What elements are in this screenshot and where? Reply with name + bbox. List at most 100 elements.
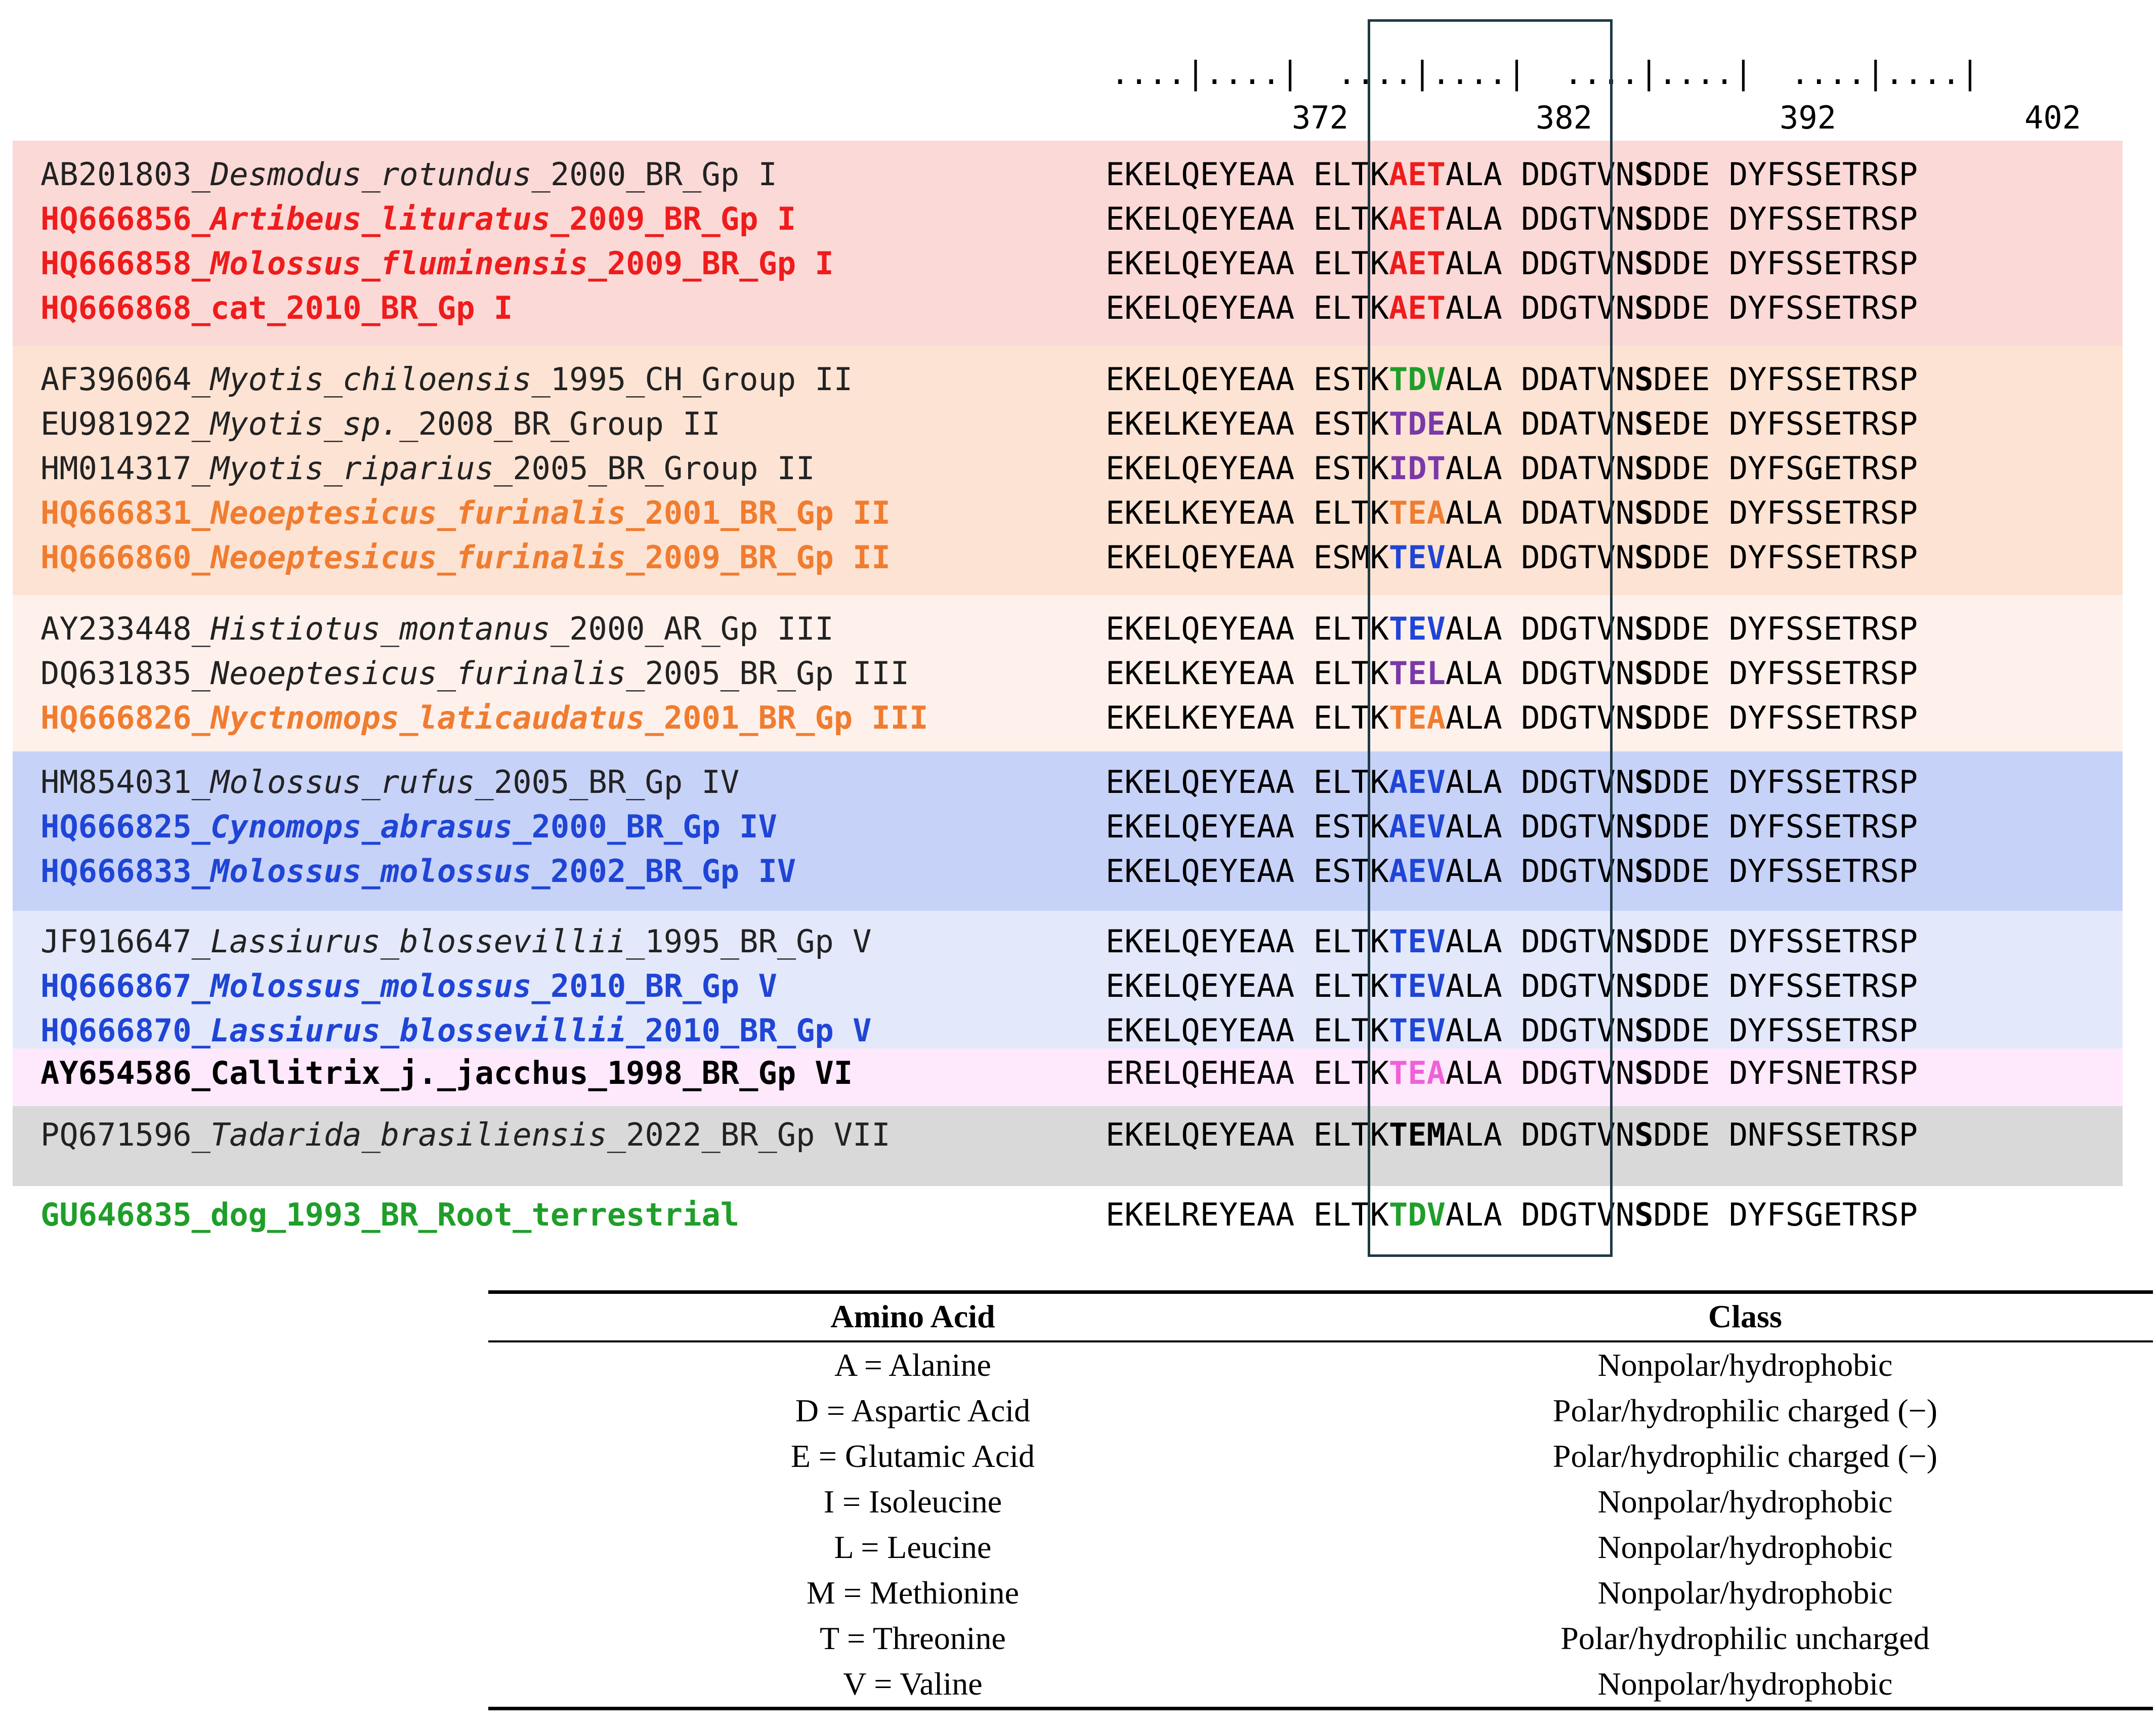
sequence-segment: EKELQEYEAA ELTK	[1106, 1116, 1389, 1153]
sequence-segment: DDE DYFSSETRSP	[1653, 200, 1918, 237]
sequence-segment: EKELQEYEAA ELTK	[1106, 200, 1389, 237]
sequence-segment: DDE DYFSSETRSP	[1653, 764, 1918, 801]
table-row: A = Alanine Nonpolar/hydrophobic	[488, 1341, 2153, 1388]
sequence-segment: TEV	[1388, 967, 1446, 1004]
sequence-row: GU646835_dog_1993_BR_Root_terrestrial EKE…	[13, 1196, 2123, 1241]
strain-suffix-text: _2022_BR_Gp VII	[607, 1116, 891, 1153]
sequence-segment: DDE DYFSGETRSP	[1653, 450, 1918, 487]
accession-text: AF396064_	[40, 361, 210, 398]
class-cell: Nonpolar/hydrophobic	[1337, 1661, 2153, 1710]
sequence-text: EKELQEYEAA ELTKTEVALA DDGTVNSDDE DYFSSET…	[1106, 967, 1918, 1004]
sequence-row: HQ666833_Molossus_molossus_2002_BR_Gp IV…	[13, 853, 2123, 897]
sequence-segment: AEV	[1388, 764, 1446, 801]
strain-suffix-text: _2009_BR_Gp I	[550, 200, 796, 237]
sequence-segment: TEA	[1388, 699, 1446, 736]
species-text: Cynomops_abrasus	[210, 808, 513, 845]
sequence-segment: EKELQEYEAA ESTK	[1106, 361, 1389, 398]
species-text: Artibeus_lituratus	[210, 200, 551, 237]
position-ruler: ....|....| ....|....| ....|....| ....|..…	[1111, 55, 2123, 136]
sequence-segment: ALA DDGTVN	[1445, 655, 1635, 692]
sequence-segment: AET	[1388, 156, 1446, 193]
species-text: Molossus_molossus	[210, 967, 532, 1004]
table-row: V = Valine Nonpolar/hydrophobic	[488, 1661, 2153, 1710]
strain-label: DQ631835_Neoeptesicus_furinalis_2005_BR_…	[40, 655, 909, 692]
strain-label: GU646835_dog_1993_BR_Root_terrestrial	[40, 1196, 739, 1233]
sequence-text: ERELQEHEAA ELTKTEAALA DDGTVNSDDE DYFSNET…	[1106, 1055, 1918, 1091]
accession-text: HQ666825_	[40, 808, 210, 845]
strain-label: HQ666831_Neoeptesicus_furinalis_2001_BR_…	[40, 494, 891, 531]
sequence-row: HQ666868_cat_2010_BR_Gp I EKELQEYEAA ELTK…	[13, 289, 2123, 334]
sequence-segment: TDE	[1388, 405, 1446, 442]
sequence-segment: IDT	[1388, 450, 1446, 487]
strain-label: JF916647_Lassiurus_blossevillii_1995_BR_…	[40, 923, 871, 960]
sequence-text: EKELREYEAA ELTKTDVALA DDGTVNSDDE DYFSGET…	[1106, 1196, 1918, 1233]
sequence-row: AB201803_Desmodus_rotundus_2000_BR_Gp I E…	[13, 156, 2123, 200]
strain-suffix-text: _2001_BR_Gp II	[626, 494, 891, 531]
sequence-segment: TDV	[1388, 1196, 1446, 1233]
accession-text: HQ666860_	[40, 539, 210, 576]
sequence-segment: ALA DDGTVN	[1445, 853, 1635, 890]
sequence-segment: DDE DNFSSETRSP	[1653, 1116, 1918, 1153]
sequence-segment: S	[1634, 967, 1654, 1004]
sequence-row: EU981922_Myotis_sp._2008_BR_Group II EKEL…	[13, 405, 2123, 450]
sequence-segment: S	[1634, 764, 1654, 801]
sequence-segment: TDV	[1388, 361, 1446, 398]
strain-label: AF396064_Myotis_chiloensis_1995_CH_Group…	[40, 361, 853, 398]
class-cell: Nonpolar/hydrophobic	[1597, 1347, 1893, 1383]
sequence-segment: EKELQEYEAA ESTK	[1106, 450, 1389, 487]
accession-text: DQ631835_	[40, 655, 210, 692]
amino-acid-cell: E = Glutamic Acid	[790, 1438, 1035, 1474]
sequence-row: DQ631835_Neoeptesicus_furinalis_2005_BR_…	[13, 655, 2123, 699]
sequence-segment: S	[1634, 1196, 1654, 1233]
sequence-group: AY654586_Callitrix_j._jacchus_1998_BR_Gp…	[13, 1048, 2123, 1106]
sequence-segment: DDE DYFSSETRSP	[1653, 655, 1918, 692]
sequence-segment: S	[1634, 853, 1654, 890]
sequence-segment: EKELQEYEAA ELTK	[1106, 289, 1389, 326]
sequence-segment: ERELQEHEAA ELTK	[1106, 1055, 1389, 1091]
sequence-segment: ALA DDGTVN	[1445, 156, 1635, 193]
sequence-row: AY233448_Histiotus_montanus_2000_AR_Gp I…	[13, 610, 2123, 655]
strain-label: EU981922_Myotis_sp._2008_BR_Group II	[40, 405, 721, 442]
accession-text: HQ666856_	[40, 200, 210, 237]
sequence-segment: ALA DDGTVN	[1445, 764, 1635, 801]
sequence-segment: AET	[1388, 245, 1446, 282]
accession-text: HQ666867_	[40, 967, 210, 1004]
strain-suffix-text: _2010_BR_Gp V	[531, 967, 777, 1004]
sequence-segment: EKELQEYEAA ELTK	[1106, 156, 1389, 193]
sequence-row: JF916647_Lassiurus_blossevillii_1995_BR_…	[13, 923, 2123, 967]
sequence-segment: DDE DYFSSETRSP	[1653, 967, 1918, 1004]
sequence-segment: S	[1634, 450, 1654, 487]
sequence-segment: ALA DDGTVN	[1445, 289, 1635, 326]
sequence-segment: ALA DDGTVN	[1445, 808, 1635, 845]
strain-label: HQ666833_Molossus_molossus_2002_BR_Gp IV	[40, 853, 796, 890]
sequence-text: EKELKEYEAA ESTKTDEALA DDATVNSEDE DYFSSET…	[1106, 405, 1918, 442]
accession-text: HQ666826_	[40, 699, 210, 736]
sequence-segment: EKELQEYEAA ELTK	[1106, 967, 1389, 1004]
strain-suffix-text: _2000_BR_Gp IV	[513, 808, 777, 845]
amino-acid-cell: A = Alanine	[834, 1347, 991, 1383]
sequence-segment: S	[1634, 200, 1654, 237]
sequence-text: EKELQEYEAA ELTKAETALA DDGTVNSDDE DYFSSET…	[1106, 289, 1918, 326]
sequence-segment: ALA DDGTVN	[1445, 1116, 1635, 1153]
table-row: E = Glutamic Acid Polar/hydrophilic charg…	[488, 1434, 2153, 1479]
sequence-segment: AET	[1388, 200, 1446, 237]
sequence-segment: TEL	[1388, 655, 1446, 692]
sequence-segment: EKELQEYEAA ELTK	[1106, 1012, 1389, 1049]
amino-acid-cell: V = Valine	[488, 1661, 1337, 1710]
strain-suffix-text: _2001_BR_Gp III	[645, 699, 928, 736]
sequence-segment: ALA DDGTVN	[1445, 539, 1635, 576]
sequence-text: EKELQEYEAA ELTKTEVALA DDGTVNSDDE DYFSSET…	[1106, 923, 1918, 960]
sequence-segment: ALA DDGTVN	[1445, 245, 1635, 282]
sequence-text: EKELQEYEAA ELTKAETALA DDGTVNSDDE DYFSSET…	[1106, 245, 1918, 282]
table-row: M = Methionine Nonpolar/hydrophobic	[488, 1570, 2153, 1616]
amino-acid-cell: I = Isoleucine	[823, 1484, 1002, 1520]
sequence-segment: ALA DDATVN	[1445, 405, 1635, 442]
sequence-segment: S	[1634, 923, 1654, 960]
sequence-segment: EKELKEYEAA ELTK	[1106, 655, 1389, 692]
sequence-segment: S	[1634, 610, 1654, 647]
ruler-number-372: 372	[1292, 99, 1348, 136]
strain-suffix-text: _2008_BR_Group II	[399, 405, 721, 442]
sequence-segment: S	[1634, 289, 1654, 326]
species-text: Neoeptesicus_furinalis	[210, 494, 626, 531]
accession-text: HQ666870_	[40, 1012, 210, 1049]
